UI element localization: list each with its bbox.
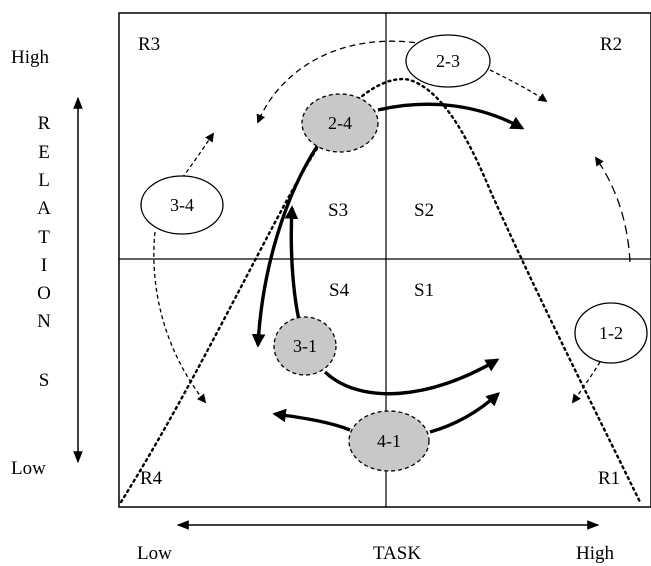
style-label-s1: S1 xyxy=(414,280,434,301)
node-3-1-label: 3-1 xyxy=(293,336,317,356)
y-axis-high-label: High xyxy=(11,47,50,68)
node-3-4-label: 3-4 xyxy=(170,195,194,215)
region-label-r3: R3 xyxy=(138,34,160,55)
y-axis-title-letter: L xyxy=(38,170,50,191)
y-axis-title-letter: R xyxy=(38,113,51,134)
style-label-s4: S4 xyxy=(329,280,350,301)
x-axis-title: TASK xyxy=(373,543,421,564)
arrow-2-4-to-s2 xyxy=(377,102,525,130)
y-axis-low-label: Low xyxy=(11,458,46,479)
region-label-r1: R1 xyxy=(598,468,620,489)
y-axis-title-letter: N xyxy=(37,311,51,332)
node-2-3: 2-3 xyxy=(405,34,491,88)
arc-3-4-down xyxy=(153,231,207,404)
y-axis-title-letter: T xyxy=(38,227,50,248)
arc-3-4-up xyxy=(181,132,215,179)
y-axis-title-letter: E xyxy=(38,142,50,163)
node-4-1-label: 4-1 xyxy=(377,431,401,451)
arc-1-2-down xyxy=(571,361,601,404)
node-2-3-label: 2-3 xyxy=(436,51,460,71)
node-1-2: 1-2 xyxy=(574,302,648,364)
arrow-4-1-left xyxy=(272,408,351,432)
x-axis-high-label: High xyxy=(576,543,615,564)
bell-curve xyxy=(119,77,642,504)
style-label-s2: S2 xyxy=(414,200,434,221)
node-3-4: 3-4 xyxy=(140,175,224,235)
plot-frame xyxy=(118,12,651,508)
arc-1-2-up xyxy=(594,156,631,263)
y-axis-title-letter: S xyxy=(39,370,50,391)
region-label-r4: R4 xyxy=(140,468,163,489)
node-2-4: 2-4 xyxy=(301,93,379,153)
y-axis-title-letter: A xyxy=(37,198,51,219)
region-label-r2: R2 xyxy=(600,34,622,55)
arc-2-3-left xyxy=(256,40,426,124)
arc-2-3-right xyxy=(489,69,548,103)
y-axis-title: R E L A T I O N S xyxy=(37,113,51,391)
arrow-4-1-right xyxy=(429,392,501,434)
arrow-3-1-to-s3 xyxy=(284,205,302,326)
y-axis-title-letter: I xyxy=(41,255,47,276)
node-2-4-label: 2-4 xyxy=(328,113,352,133)
arrow-3-1-to-s1 xyxy=(323,358,500,396)
node-4-1: 4-1 xyxy=(348,410,430,472)
node-3-1: 3-1 xyxy=(273,316,337,376)
style-label-s3: S3 xyxy=(328,200,348,221)
node-1-2-label: 1-2 xyxy=(599,323,623,343)
x-axis-low-label: Low xyxy=(137,543,172,564)
arrow-2-4-to-s4 xyxy=(251,144,320,348)
y-axis-title-letter: O xyxy=(37,283,51,304)
